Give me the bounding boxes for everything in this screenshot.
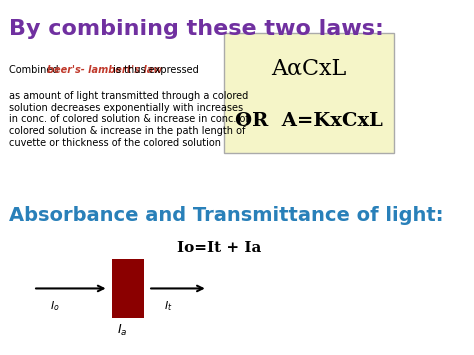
- Text: beer's- lambert's law: beer's- lambert's law: [47, 65, 163, 75]
- Text: OR  A=KxCxL: OR A=KxCxL: [235, 112, 383, 130]
- Text: By combining these two laws:: By combining these two laws:: [9, 19, 384, 39]
- Text: $I_t$: $I_t$: [164, 299, 172, 313]
- Text: Combined: Combined: [9, 65, 62, 75]
- FancyBboxPatch shape: [224, 33, 394, 153]
- Text: AαCxL: AαCxL: [271, 57, 346, 79]
- Text: as amount of light transmitted through a colored
solution decreases exponentiall: as amount of light transmitted through a…: [9, 91, 249, 148]
- Text: $I_o$: $I_o$: [50, 299, 60, 313]
- Text: Io=It + Ia: Io=It + Ia: [177, 241, 262, 255]
- Text: is thus expressed: is thus expressed: [110, 65, 199, 75]
- Text: Absorbance and Transmittance of light:: Absorbance and Transmittance of light:: [9, 206, 444, 225]
- Bar: [112, 258, 144, 318]
- Text: $I_a$: $I_a$: [117, 323, 128, 338]
